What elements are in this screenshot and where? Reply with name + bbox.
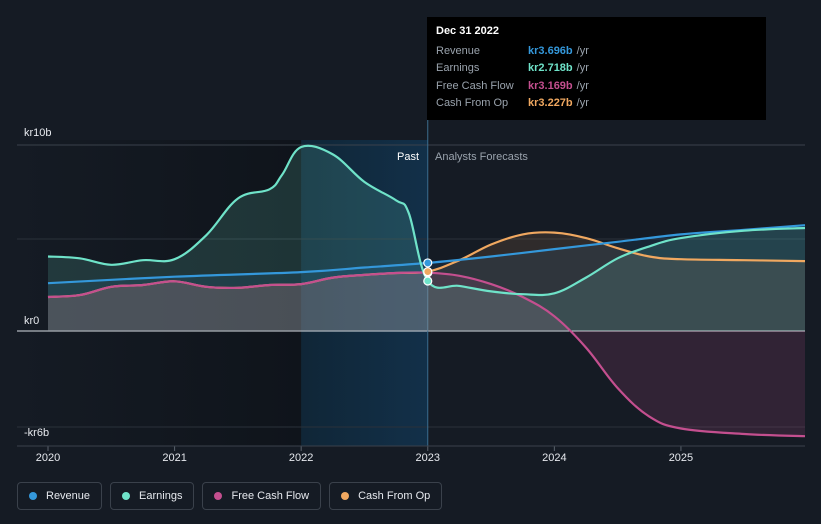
- tooltip-row-free-cash-flow: Free Cash Flow kr3.169b /yr: [436, 77, 757, 95]
- chart-legend: Revenue Earnings Free Cash Flow Cash Fro…: [17, 482, 443, 510]
- x-axis-ticks: 2020 2021 2022 2023 2024 2025: [17, 445, 805, 464]
- tooltip-row-unit: /yr: [576, 44, 589, 57]
- tooltip-row-unit: /yr: [576, 79, 589, 92]
- legend-item-revenue[interactable]: Revenue: [17, 482, 103, 510]
- tooltip-row-unit: /yr: [576, 97, 589, 110]
- legend-label: Revenue: [46, 490, 91, 502]
- tooltip-row-value: kr3.696b: [528, 44, 573, 57]
- legend-dot-icon: [122, 492, 131, 500]
- legend-dot-icon: [29, 492, 37, 500]
- x-tick-label: 2020: [36, 452, 60, 464]
- y-tick-label-zero: kr0: [24, 315, 39, 327]
- background-layer: [17, 140, 428, 446]
- legend-dot-icon: [341, 492, 350, 500]
- tooltip-row-value: kr3.169b: [528, 79, 573, 92]
- x-tick-label: 2021: [162, 452, 186, 464]
- tooltip-row-earnings: Earnings kr2.718b /yr: [436, 60, 757, 78]
- legend-label: Earnings: [139, 490, 183, 502]
- tooltip-row-label: Earnings: [436, 62, 480, 75]
- tooltip-row-unit: /yr: [576, 62, 589, 75]
- x-tick-label: 2025: [669, 452, 693, 464]
- hover-tooltip: Dec 31 2022 Revenue kr3.696b /yr Earning…: [427, 17, 766, 120]
- legend-label: Cash From Op: [358, 490, 431, 502]
- axis-labels: kr10b kr0 -kr6b Past Analysts Forecasts: [24, 127, 528, 439]
- legend-label: Free Cash Flow: [231, 490, 310, 502]
- tooltip-row-value: kr2.718b: [528, 62, 573, 75]
- legend-item-cash-from-op[interactable]: Cash From Op: [329, 482, 443, 510]
- marker-cash-from-op: [423, 267, 433, 277]
- x-tick-label: 2023: [416, 452, 440, 464]
- y-tick-label-bottom: -kr6b: [24, 427, 49, 439]
- highlight-region: [301, 140, 428, 446]
- tooltip-row-cash-from-op: Cash From Op kr3.227b /yr: [436, 95, 757, 113]
- marker-earnings: [423, 276, 433, 286]
- tooltip-date: Dec 31 2022: [436, 25, 499, 37]
- series-lines: [47, 144, 806, 438]
- series-line-revenue: [47, 224, 806, 285]
- legend-dot-icon: [214, 492, 223, 500]
- past-label: Past: [397, 151, 419, 163]
- series-line-free-cash-flow: [47, 271, 806, 438]
- x-tick-label: 2022: [289, 452, 313, 464]
- hover-markers: [423, 258, 433, 286]
- marker-revenue: [423, 258, 433, 268]
- legend-item-free-cash-flow[interactable]: Free Cash Flow: [202, 482, 322, 510]
- x-tick-label: 2024: [542, 452, 566, 464]
- tooltip-row-label: Revenue: [436, 44, 481, 57]
- area-free-cash-flow: [48, 272, 805, 437]
- series-line-earnings: [47, 144, 806, 297]
- forecast-label: Analysts Forecasts: [435, 151, 528, 163]
- tooltip-row-label: Cash From Op: [436, 97, 509, 110]
- tooltip-row-value: kr3.227b: [528, 97, 573, 110]
- tooltip-row-label: Free Cash Flow: [436, 79, 514, 92]
- legend-item-earnings[interactable]: Earnings: [110, 482, 195, 510]
- past-region-shade: [17, 140, 302, 446]
- y-tick-label-top: kr10b: [24, 127, 52, 139]
- area-earnings: [48, 145, 805, 331]
- tooltip-row-revenue: Revenue kr3.696b /yr: [436, 42, 757, 60]
